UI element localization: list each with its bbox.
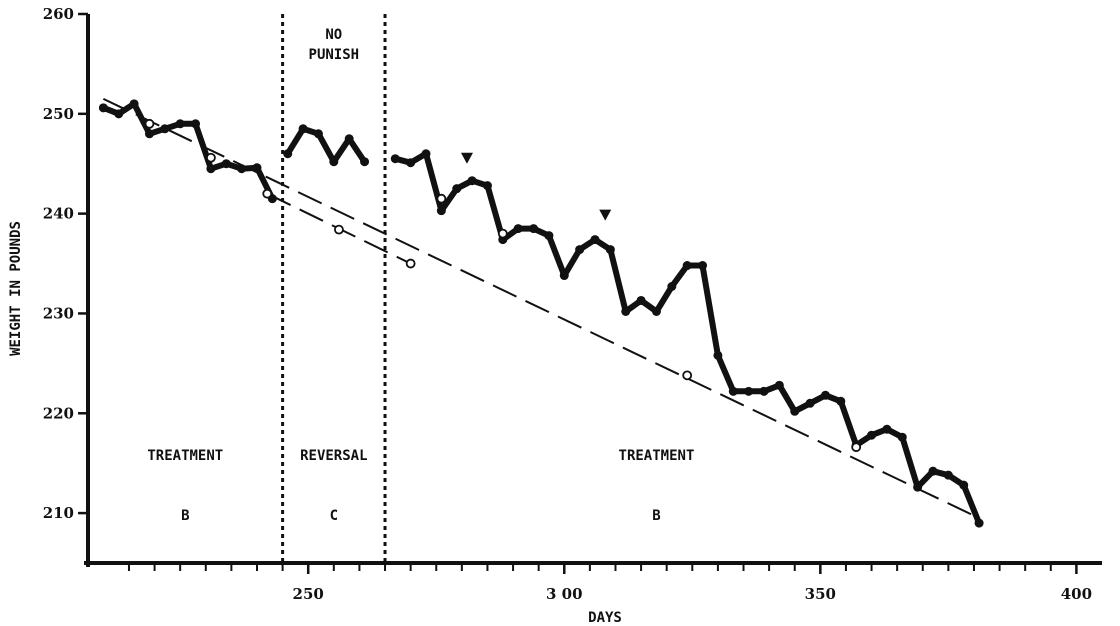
- phase-condition: B: [652, 508, 660, 524]
- weight-data-point: [559, 271, 569, 281]
- weight-data-point: [175, 119, 185, 129]
- y-tick-label: 220: [43, 404, 74, 422]
- phase-condition: B: [181, 508, 189, 524]
- weight-data-point: [221, 159, 231, 169]
- weight-data-point: [790, 406, 800, 416]
- open-data-point: [851, 442, 862, 453]
- weight-data-point: [974, 518, 984, 528]
- weight-data-point: [529, 224, 539, 234]
- weight-data-point: [651, 306, 661, 316]
- axes: 210 220 230 240 250 260 250 3 00 350 400: [43, 5, 1102, 603]
- weight-data-point: [897, 432, 907, 442]
- weight-data-point: [467, 176, 477, 186]
- phase-label: REVERSAL: [300, 448, 367, 464]
- weight-data-point: [836, 396, 846, 406]
- open-data-point: [497, 228, 508, 239]
- weight-data-point: [744, 386, 754, 396]
- open-data-point: [682, 370, 693, 381]
- weight-data-point: [943, 470, 953, 480]
- data-points: [98, 99, 984, 528]
- open-data-point: [436, 193, 447, 204]
- weight-data-point: [237, 164, 247, 174]
- y-tick-label: 240: [43, 205, 74, 223]
- open-data-point: [144, 118, 155, 129]
- weight-data-point: [144, 129, 154, 139]
- weight-series: [100, 100, 983, 527]
- weight-data-point: [129, 99, 139, 109]
- weight-data-point: [436, 206, 446, 216]
- weight-data-point: [698, 261, 708, 271]
- weight-data-point: [390, 154, 400, 164]
- weight-data-point: [298, 124, 308, 134]
- weight-data-point: [805, 398, 815, 408]
- weight-data-point: [667, 282, 677, 292]
- x-axis-label: DAYS: [588, 610, 622, 626]
- weight-data-point: [160, 124, 170, 134]
- weight-data-point: [867, 430, 877, 440]
- weight-data-point: [513, 224, 523, 234]
- weight-data-point: [206, 164, 216, 174]
- y-axis-label: WEIGHT IN POUNDS: [8, 221, 24, 356]
- weight-data-point: [98, 103, 108, 113]
- weight-data-point: [621, 306, 631, 316]
- y-tick-label: 230: [43, 304, 74, 322]
- weight-data-point: [913, 482, 923, 492]
- phase-condition: C: [330, 508, 338, 524]
- weight-data-point: [544, 231, 554, 241]
- x-tick-label: 3 00: [546, 585, 583, 603]
- weight-line-segment: [284, 125, 368, 165]
- weight-data-point: [774, 380, 784, 390]
- weight-data-point: [114, 109, 124, 119]
- x-tick-label: 400: [1061, 585, 1092, 603]
- trend-line: [102, 97, 980, 519]
- weight-data-point: [313, 129, 323, 139]
- weight-data-point: [329, 157, 339, 167]
- x-tick-label: 350: [805, 585, 836, 603]
- triangle-marker: [460, 152, 473, 164]
- weight-data-point: [959, 480, 969, 490]
- weight-data-point: [360, 157, 370, 167]
- trend-lines: [102, 97, 980, 519]
- weight-data-point: [590, 235, 600, 245]
- phase-dividers: [281, 14, 387, 563]
- weight-data-point: [406, 158, 416, 168]
- weight-data-point: [682, 261, 692, 271]
- weight-line-segment: [100, 100, 276, 202]
- no-punish-label: PUNISH: [309, 47, 360, 63]
- labels: DAYS WEIGHT IN POUNDS TREATMENT B REVERSAL C T…: [8, 27, 694, 626]
- weight-line-segment: [392, 150, 983, 527]
- weight-data-point: [252, 163, 262, 173]
- weight-data-point: [728, 386, 738, 396]
- open-data-point: [262, 188, 273, 199]
- weight-data-point: [344, 134, 354, 144]
- weight-data-point: [928, 466, 938, 476]
- open-data-point: [206, 152, 216, 163]
- weight-data-point: [820, 390, 830, 400]
- no-punish-label: NO: [325, 27, 342, 43]
- y-tick-label: 260: [43, 5, 74, 23]
- weight-data-point: [636, 295, 646, 305]
- y-tick-label: 250: [43, 105, 74, 123]
- weight-data-point: [605, 245, 615, 255]
- weight-data-point: [575, 245, 585, 255]
- triangle-marker: [599, 209, 612, 221]
- weight-data-point: [452, 184, 462, 194]
- weight-data-point: [882, 424, 892, 434]
- weight-data-point: [421, 149, 431, 159]
- open-data-point: [405, 258, 416, 269]
- weight-data-point: [759, 386, 769, 396]
- x-tick-label: 250: [293, 585, 324, 603]
- weight-data-point: [191, 119, 201, 129]
- open-data-point: [334, 224, 344, 235]
- weight-data-point: [482, 181, 492, 191]
- phase-label: TREATMENT: [147, 448, 223, 464]
- y-tick-label: 210: [43, 504, 74, 522]
- weight-data-point: [283, 149, 293, 159]
- weight-data-point: [713, 350, 723, 360]
- phase-label: TREATMENT: [619, 448, 695, 464]
